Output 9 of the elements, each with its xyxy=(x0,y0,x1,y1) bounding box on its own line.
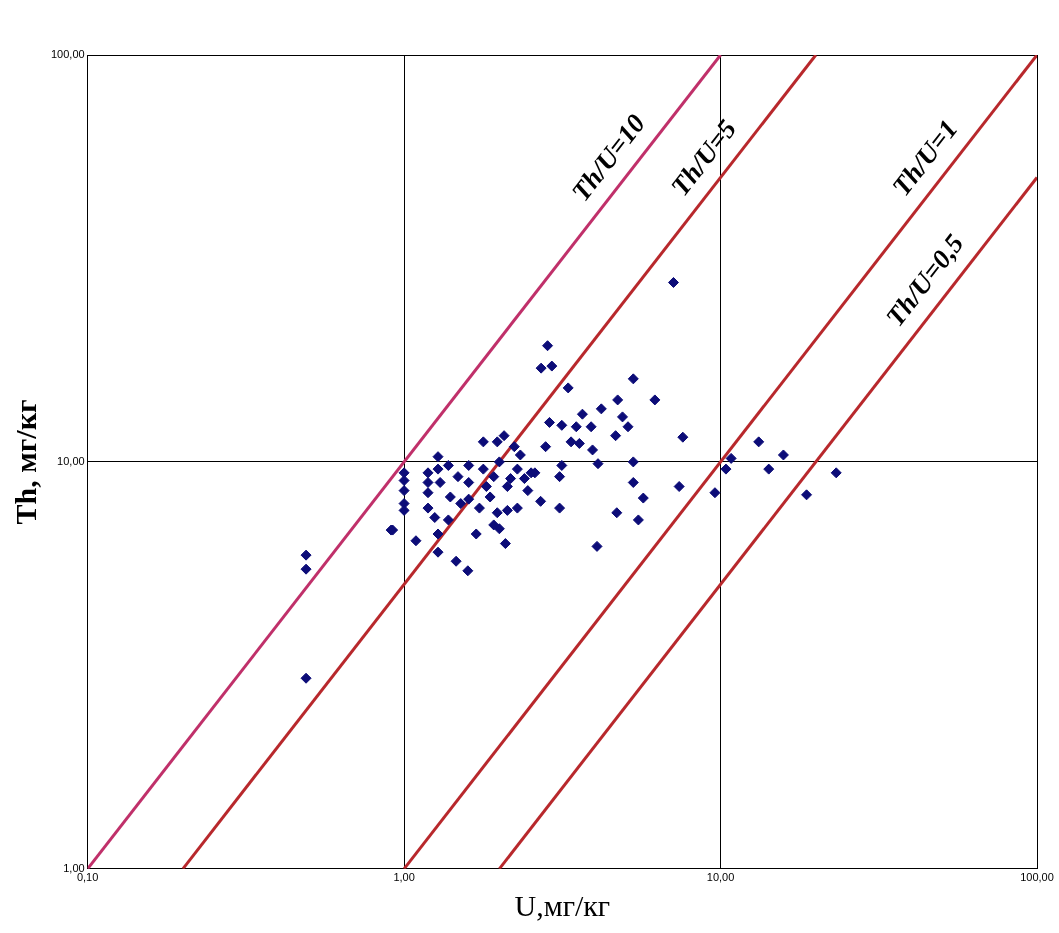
y-tick-label: 1,00 xyxy=(63,861,85,874)
y-tick-label: 10,00 xyxy=(57,454,85,467)
x-tick-label: 100,00 xyxy=(1020,871,1054,884)
x-tick-label: 10,00 xyxy=(706,871,735,884)
y-tick-label: 100,00 xyxy=(50,48,85,61)
x-tick-label: 0,10 xyxy=(76,871,99,884)
x-axis-title: U,мг/кг xyxy=(514,888,611,922)
x-tick-label: 1,00 xyxy=(393,871,415,884)
y-axis-title: Th, мг/кг xyxy=(8,399,42,525)
